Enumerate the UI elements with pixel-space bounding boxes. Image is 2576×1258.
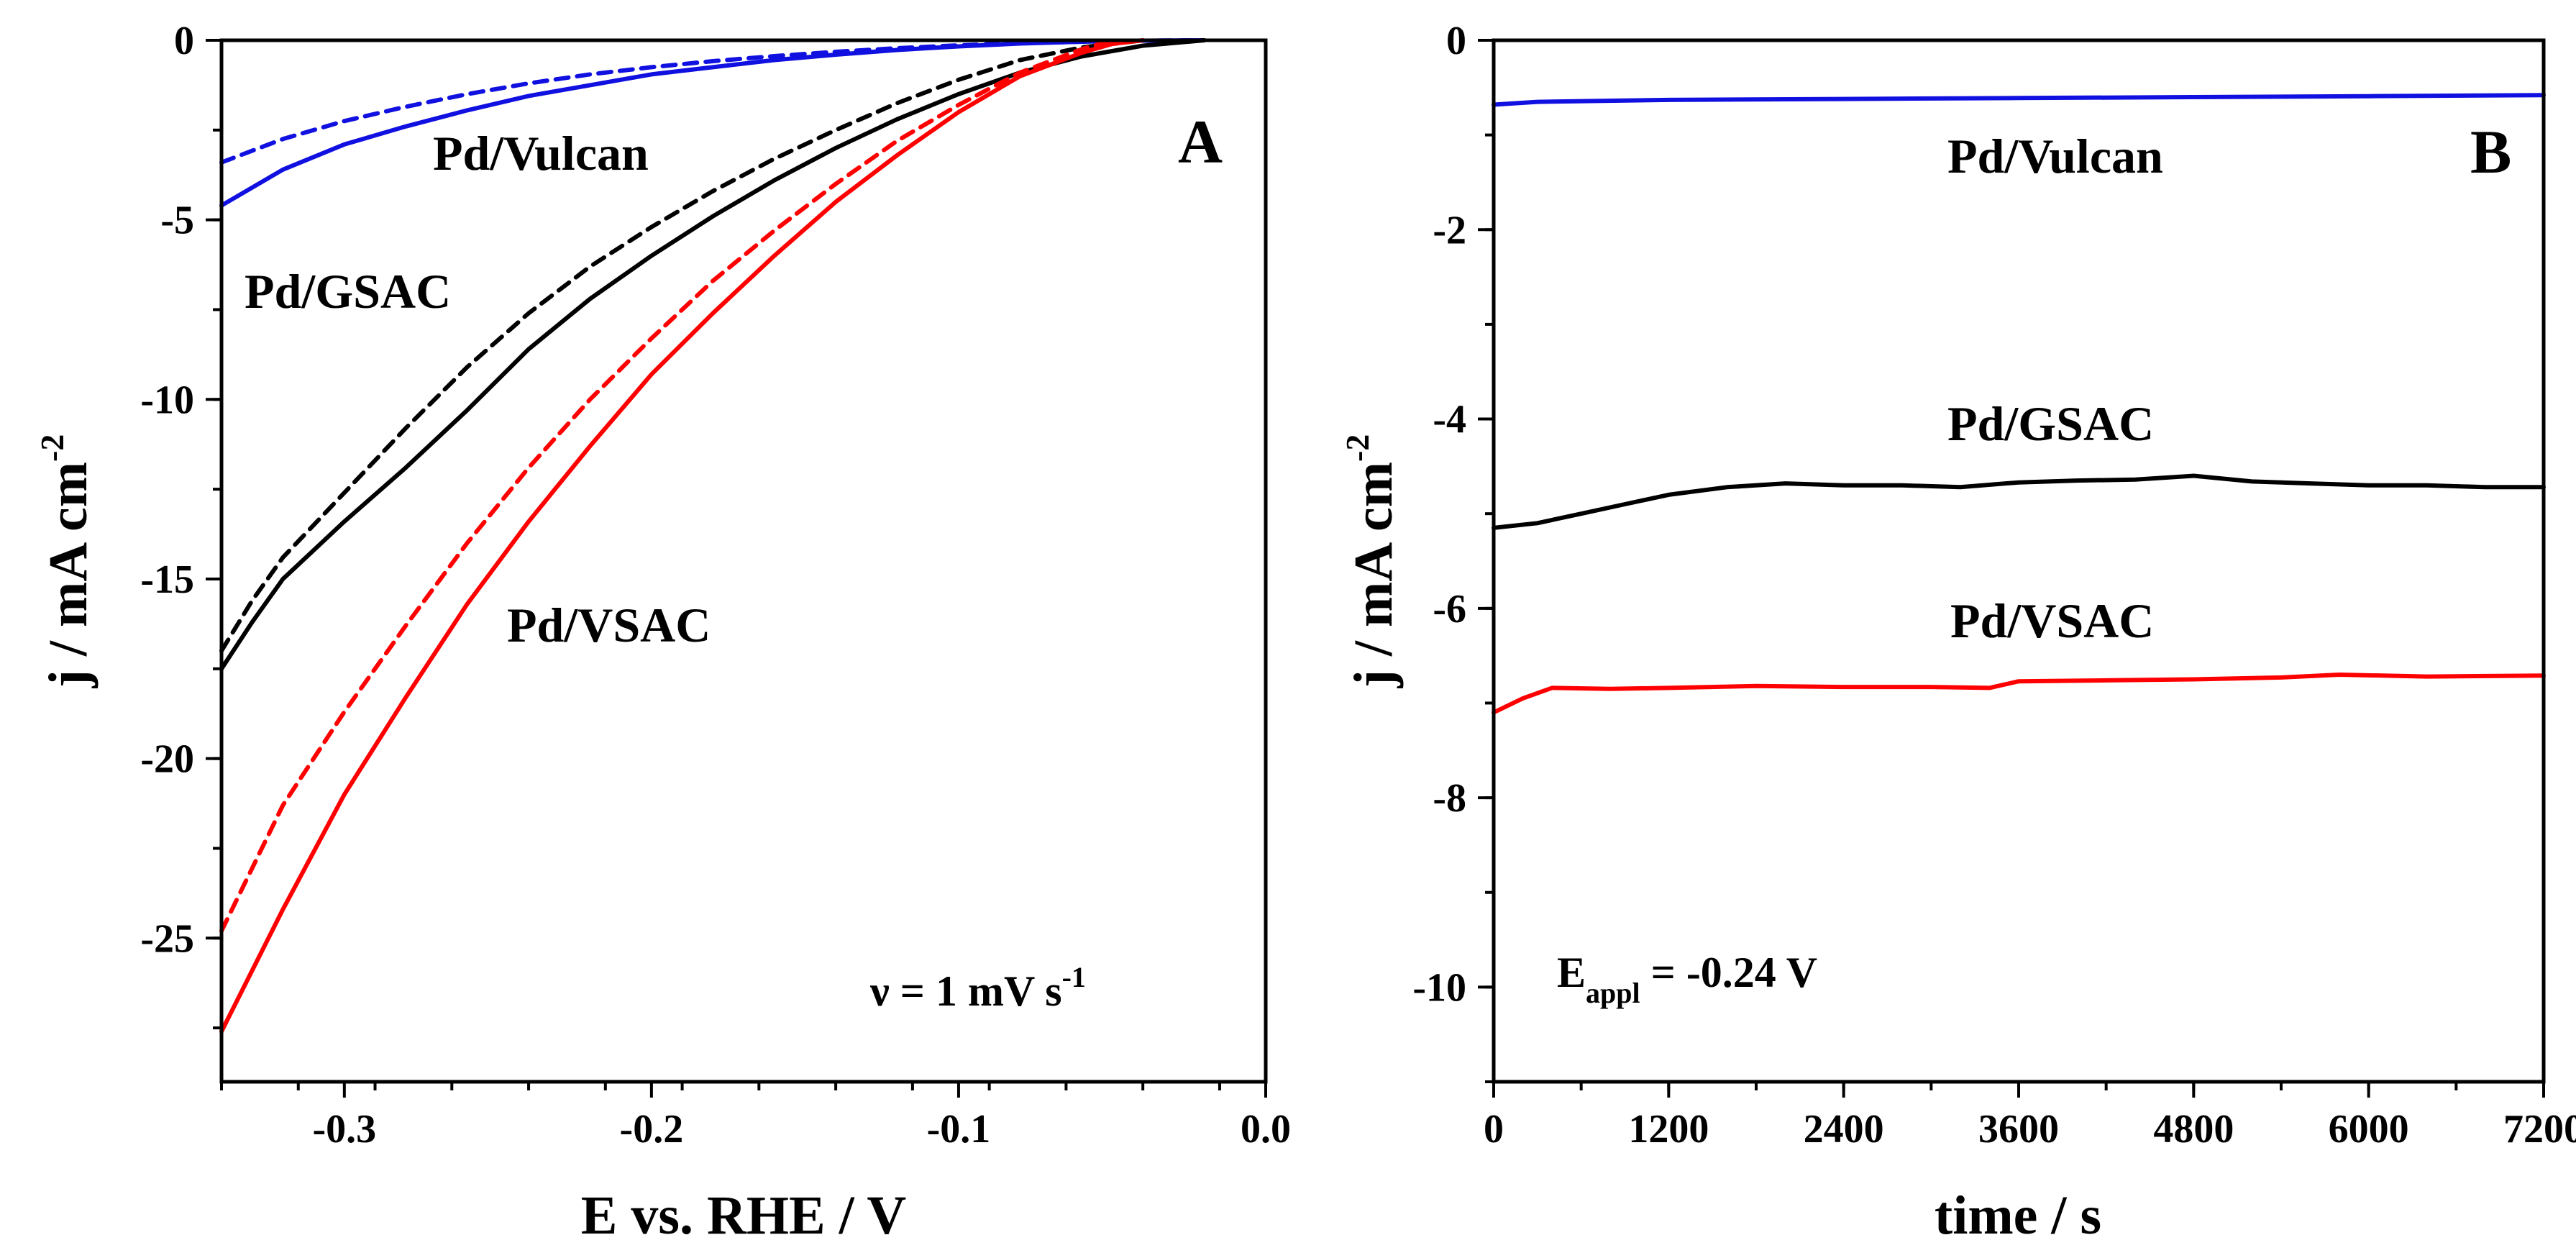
panel-b-series-pd-vulcan — [1492, 93, 2546, 107]
panel-a: -0.3 -0.2 -0.1 0.0 0 -5 -10 -15 -20 -25 E vs. RH… — [34, 19, 1291, 1246]
panel-b-y-axis-title: j / mA cm-2 — [1339, 434, 1404, 689]
panel-b-applied-potential-rest: = -0.24 V — [1640, 949, 1817, 996]
label-pd-vsac-a: Pd/VSAC — [507, 598, 711, 652]
panel-a-y-ticks: 0 -5 -10 -15 -20 -25 — [140, 19, 221, 1030]
panel-a-y-tick-label: -25 — [140, 916, 194, 961]
panel-b-y-tick-label: -8 — [1433, 776, 1466, 821]
panel-a-scan-rate-main: ν = 1 mV s — [869, 967, 1062, 1015]
panel-a-y-axis-title-sup: -2 — [34, 434, 70, 462]
panel-b-frame — [1492, 38, 2546, 1084]
panel-b-x-tick-label: 7200 — [2503, 1107, 2576, 1152]
panel-b-x-axis-title: time / s — [1935, 1185, 2101, 1246]
panel-a-curves — [219, 38, 1207, 1034]
panel-b-y-tick-label: -2 — [1433, 208, 1466, 252]
panel-a-y-tick-label: -15 — [140, 557, 194, 602]
panel-a-x-tick-label: -0.2 — [620, 1107, 684, 1152]
panel-b-x-tick-label: 6000 — [2329, 1107, 2409, 1152]
panel-a-y-tick-label: -20 — [140, 737, 194, 782]
panel-a-x-tick-label: -0.1 — [927, 1107, 991, 1152]
panel-a-y-tick-label: 0 — [174, 19, 194, 63]
panel-a-x-axis-title: E vs. RHE / V — [581, 1185, 907, 1246]
panel-a-x-ticks: -0.3 -0.2 -0.1 0.0 — [220, 1082, 1291, 1152]
panel-b-x-tick-label: 1200 — [1628, 1107, 1709, 1152]
panel-b-y-tick-label: -6 — [1433, 587, 1466, 632]
panel-b-x-tick-label: 0 — [1484, 1107, 1504, 1152]
panel-a-scan-rate: ν = 1 mV s-1 — [869, 961, 1086, 1015]
label-pd-vsac-b: Pd/VSAC — [1950, 593, 2154, 648]
panel-b-x-tick-label: 4800 — [2153, 1107, 2234, 1152]
panel-a-y-axis-title: j / mA cm-2 — [34, 434, 99, 689]
panel-b: 0 1200 2400 3600 4800 6000 7200 0 -2 -4 -6 -8 -10 t… — [1339, 19, 2576, 1246]
panel-b-x-tick-label: 3600 — [1978, 1107, 2059, 1152]
panel-a-series-pd-gsac-dashed — [219, 38, 1146, 653]
panel-a-y-tick-label: -5 — [160, 199, 194, 243]
panel-a-series-pd-gsac — [219, 38, 1207, 671]
panel-b-curves — [1492, 93, 2546, 715]
panel-b-y-tick-label: -10 — [1412, 965, 1466, 1010]
panel-a-frame — [219, 38, 1268, 1084]
panel-a-series-pd-vsac — [219, 38, 1146, 1034]
panel-b-y-tick-label: 0 — [1446, 19, 1466, 63]
panel-b-applied-potential-sub: appl — [1586, 977, 1640, 1009]
panel-a-series-pd-vsac-dashed — [219, 38, 1115, 934]
panel-a-x-tick-label: 0.0 — [1241, 1107, 1291, 1152]
panel-a-series-pd-vulcan-dashed — [219, 38, 1207, 165]
label-pd-vulcan-a: Pd/Vulcan — [433, 126, 649, 181]
panel-b-series-pd-vsac — [1492, 673, 2546, 715]
panel-b-series-pd-gsac — [1492, 473, 2546, 530]
panel-b-x-ticks: 0 1200 2400 3600 4800 6000 7200 — [1484, 1082, 2576, 1152]
panel-b-y-tick-label: -4 — [1433, 398, 1466, 442]
panel-b-y-axis-title-main: j / mA cm — [1343, 462, 1404, 688]
panel-a-y-axis-title-main: j / mA cm — [38, 462, 99, 688]
panel-b-y-axis-title-sup: -2 — [1339, 434, 1376, 462]
panel-b-applied-potential: Eappl = -0.24 V — [1557, 949, 1817, 1009]
label-pd-vulcan-b: Pd/Vulcan — [1947, 129, 2163, 183]
panel-b-x-tick-label: 2400 — [1804, 1107, 1884, 1152]
label-pd-gsac-b: Pd/GSAC — [1947, 396, 2154, 451]
panel-b-applied-potential-main: E — [1557, 949, 1586, 996]
panel-b-y-ticks: 0 -2 -4 -6 -8 -10 — [1412, 19, 1494, 1083]
panel-b-letter: B — [2470, 117, 2511, 186]
panel-a-scan-rate-sup: -1 — [1062, 961, 1086, 993]
panel-a-letter: A — [1178, 107, 1223, 176]
panel-a-x-tick-label: -0.3 — [312, 1107, 376, 1152]
panel-a-y-tick-label: -10 — [140, 378, 194, 422]
label-pd-gsac-a: Pd/GSAC — [245, 264, 451, 319]
